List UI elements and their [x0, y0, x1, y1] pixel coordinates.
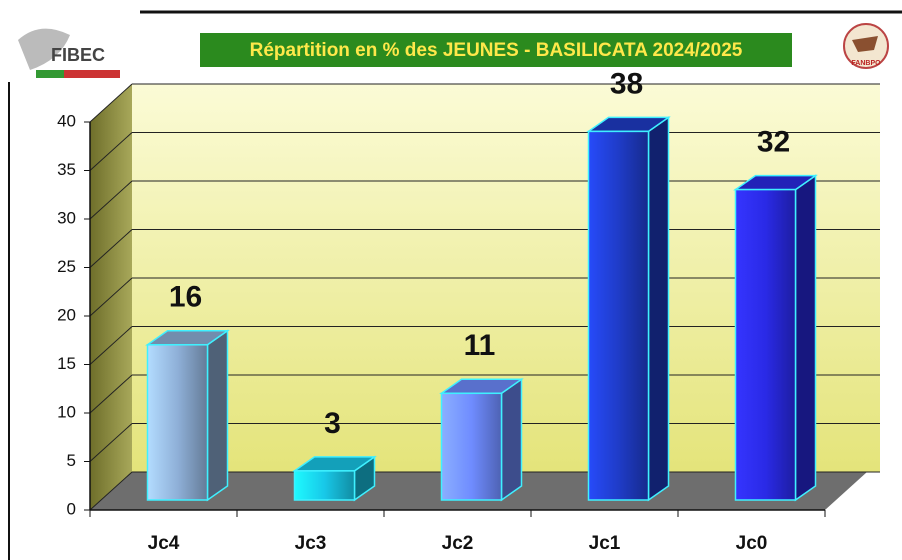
- bar-side: [206, 329, 229, 502]
- x-tick-label: Jc2: [442, 533, 474, 554]
- y-tick-label: 30: [57, 208, 76, 227]
- y-tick-label: 35: [57, 160, 76, 179]
- value-label: 3: [324, 407, 341, 440]
- value-label: 38: [610, 67, 643, 100]
- grid-line: [89, 423, 133, 462]
- bar-side: [794, 174, 817, 502]
- grid-line: [89, 471, 133, 511]
- grid-line: [89, 374, 133, 414]
- grid-line: [89, 132, 133, 171]
- bar-front: [293, 470, 356, 501]
- value-label: 11: [464, 329, 496, 362]
- fanbpo-logo: FANBPO: [843, 23, 889, 69]
- bar-front: [146, 344, 209, 501]
- value-label: 32: [757, 126, 790, 159]
- bar-side: [500, 377, 523, 502]
- bar-front: [440, 392, 503, 501]
- title-box: [200, 33, 792, 67]
- y-tick-label: 40: [57, 111, 76, 130]
- grid-line: [89, 326, 133, 365]
- bar-side: [647, 115, 670, 502]
- bar: [733, 174, 818, 502]
- grid-line: [89, 277, 133, 317]
- bar: [586, 115, 671, 502]
- bar-front: [734, 188, 797, 501]
- x-tick-label: Jc1: [589, 533, 621, 554]
- y-tick-label: 5: [67, 451, 76, 470]
- x-tick-label: Jc4: [148, 533, 180, 554]
- logo-text: FIBEC: [51, 45, 105, 65]
- logo-text: FANBPO: [851, 60, 881, 67]
- grid-line: [89, 180, 133, 220]
- y-tick-label: 25: [57, 257, 76, 276]
- fibec-logo: FIBEC: [18, 28, 120, 78]
- grid-line: [89, 83, 133, 123]
- bar-front: [587, 130, 650, 501]
- y-tick-label: 0: [67, 499, 76, 518]
- y-tick-label: 20: [57, 305, 76, 324]
- x-tick-label: Jc0: [736, 533, 768, 554]
- y-tick-label: 15: [57, 354, 76, 373]
- x-tick-label: Jc3: [295, 533, 327, 554]
- bar: [439, 377, 524, 502]
- grid-line: [89, 229, 133, 268]
- value-label: 16: [169, 281, 202, 314]
- chart-title: Répartition en % des JEUNES - BASILICATA…: [250, 40, 743, 61]
- bar: [145, 329, 230, 502]
- bar: [292, 455, 377, 502]
- y-tick-label: 10: [57, 402, 76, 421]
